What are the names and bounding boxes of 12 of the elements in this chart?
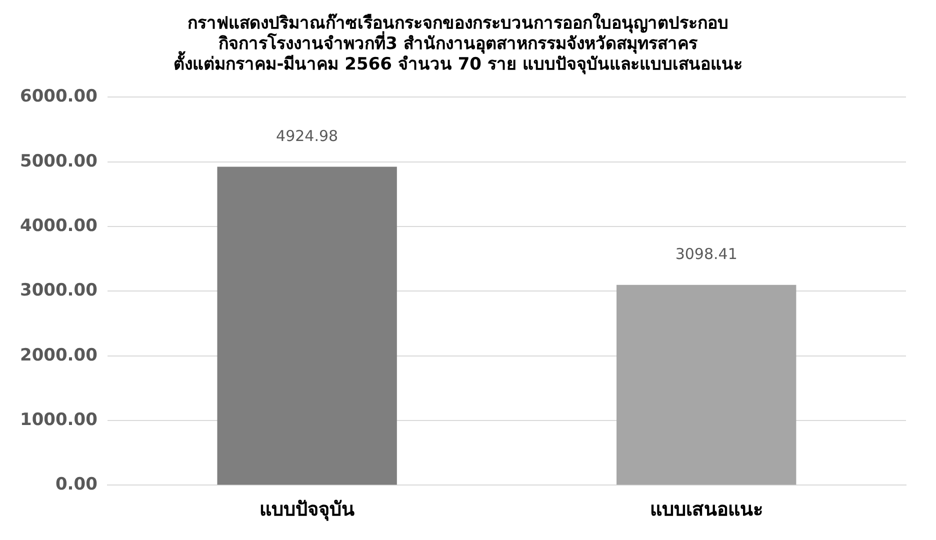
y-tick-label: 2000.00 xyxy=(20,345,98,366)
y-tick-label: 3000.00 xyxy=(20,280,98,301)
x-tick-label: แบบเสนอแนะ xyxy=(650,498,763,521)
chart-title: กราฟแสดงปริมาณก๊าซเรือนกระจกของกระบวนการออกใบอนุญาตประกอบ กิจการโรงงานจำพวกที่3 สำนักงานอุตสาหกรรมจังหวัดสมุทรสาคร ตั้งแต่มกราคม-มีนาคม 2566 จำนวน 70 ราย แบบปัจจุบันและแบบเสนอแนะ xyxy=(174,12,742,74)
y-tick-label: 6000.00 xyxy=(20,86,98,107)
y-tick-label: 0.00 xyxy=(55,474,98,495)
data-label: 3098.41 xyxy=(675,245,738,264)
y-tick-label: 1000.00 xyxy=(20,410,98,430)
data-label: 4924.98 xyxy=(276,127,338,146)
y-tick-label: 5000.00 xyxy=(20,151,98,172)
y-tick-label: 4000.00 xyxy=(20,216,98,236)
x-tick-label: แบบปัจจุบัน xyxy=(260,498,355,522)
